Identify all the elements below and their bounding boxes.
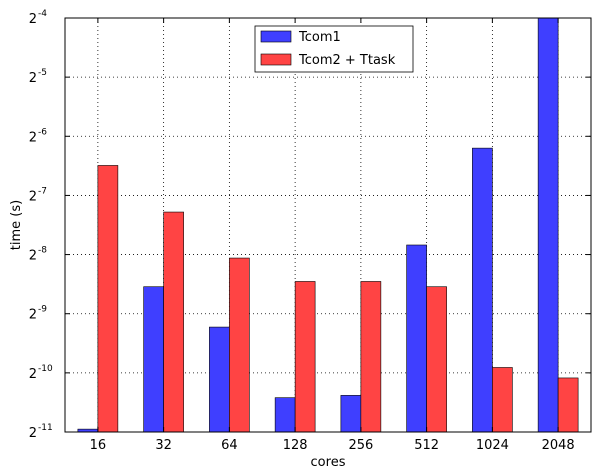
y-tick-exponent: -7 [38,186,47,196]
legend-swatch-tcom1 [260,30,292,43]
y-tick-label: 2 [29,367,37,382]
y-tick-exponent: -11 [38,423,53,433]
bar-tcom1 [537,17,559,433]
y-tick-label: 2 [29,12,37,27]
y-tick-label: 2 [29,426,37,441]
y-tick-labels: 2 -42 -52 -62 -72 -82 -92 -102 -11 [29,9,53,441]
bar-tcom2-ttask [557,377,579,433]
bar-tcom2-ttask [294,281,316,433]
bar-tcom1 [472,147,493,433]
bar-tcom2-ttask [229,257,250,433]
y-tick-exponent: -9 [38,305,47,315]
bar-tcom1 [209,326,230,433]
x-tick-label: 32 [155,438,172,453]
y-tick-exponent: -8 [38,246,47,256]
y-tick-label: 2 [29,249,37,264]
y-tick-exponent: -4 [38,9,47,19]
bar-tcom2-ttask [163,211,184,433]
x-tick-label: 128 [283,438,308,453]
legend-label-tcom1: Tcom1 [298,30,341,45]
plot-frame [64,17,592,433]
y-axis-title: time (s) [9,200,24,250]
x-tick-label: 16 [90,438,107,453]
y-tick-exponent: -6 [38,127,47,137]
bar-tcom1 [143,286,164,433]
bar-tcom2-ttask [360,281,382,433]
x-tick-label: 1024 [476,438,509,453]
x-tick-label: 256 [348,438,373,453]
bars-group [77,17,579,433]
bar-tcom2-ttask [492,367,513,433]
x-tick-label: 64 [221,438,238,453]
bar-tcom1 [340,395,362,433]
y-tick-label: 2 [29,308,37,323]
legend-label-tcom2-ttask: Tcom2 + Ttask [298,53,396,68]
bar-tcom1 [406,244,427,433]
x-tick-label: 512 [414,438,439,453]
legend-swatch-tcom2-ttask [260,53,292,66]
x-tick-labels: 16 32 64 128 256 512 1024 2048 [90,438,575,453]
y-tick-exponent: -5 [38,68,47,78]
legend: Tcom1 Tcom2 + Ttask [254,25,414,73]
y-tick-label: 2 [29,189,37,204]
bar-tcom2-ttask [426,286,447,433]
ticks-group [65,17,591,433]
bar-tcom1 [274,397,296,433]
y-tick-label: 2 [29,71,37,86]
bar-tcom2-ttask [97,165,119,433]
x-axis-title: cores [311,455,346,470]
x-tick-label: 2048 [542,438,575,453]
y-tick-label: 2 [29,130,37,145]
y-tick-exponent: -10 [38,364,53,374]
